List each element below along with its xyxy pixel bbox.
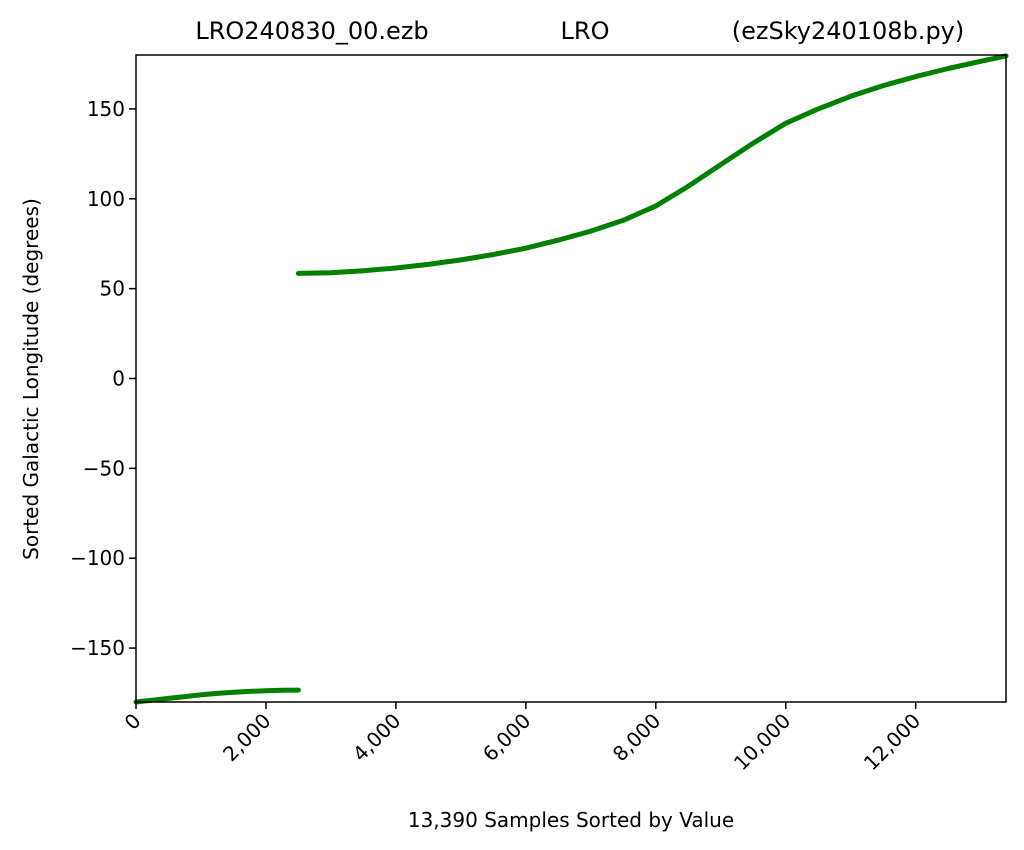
chart-title-center: LRO xyxy=(561,17,610,45)
series-layer xyxy=(133,53,1009,705)
plot-frame xyxy=(135,54,1007,703)
chart-title-right: (ezSky240108b.py) xyxy=(732,17,965,45)
y-tick-label: 0 xyxy=(112,367,125,391)
y-tick-label: −100 xyxy=(70,546,125,570)
y-tick-label: −50 xyxy=(83,456,125,480)
y-tick-label: 100 xyxy=(87,187,125,211)
series-line-segment xyxy=(133,687,301,705)
y-axis-label: Sorted Galactic Longitude (degrees) xyxy=(19,198,43,560)
y-tick-label: −150 xyxy=(70,636,125,660)
y-tick-label: 50 xyxy=(100,277,125,301)
series-line-segment xyxy=(295,53,1009,276)
chart-title-left: LRO240830_00.ezb xyxy=(195,17,428,45)
x-axis-label: 13,390 Samples Sorted by Value xyxy=(408,808,734,832)
y-tick-label: 150 xyxy=(87,97,125,121)
